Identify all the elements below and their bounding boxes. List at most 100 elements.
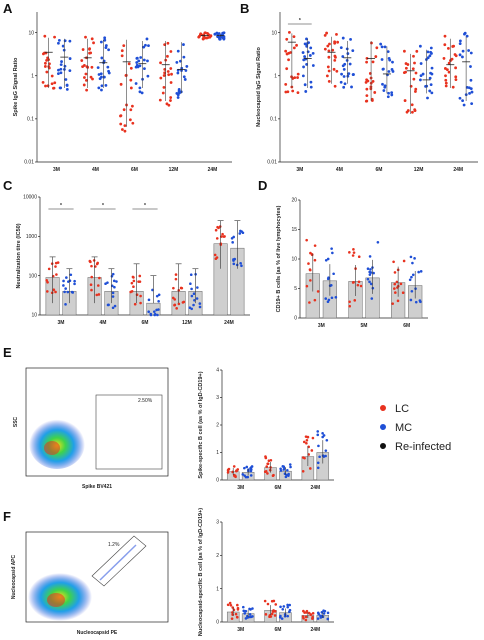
data-point: [332, 67, 336, 71]
data-point: [157, 299, 160, 303]
data-point: [111, 291, 115, 295]
data-point: [451, 45, 455, 48]
data-point: [419, 62, 423, 65]
data-point: [133, 302, 137, 306]
data-point: [368, 280, 371, 284]
data-point: [175, 307, 178, 310]
data-point: [264, 613, 268, 616]
y-tick-label: 1: [216, 450, 219, 456]
data-point: [375, 46, 379, 50]
data-point: [348, 304, 351, 308]
data-point: [411, 273, 415, 277]
y-tick-label: 0.01: [267, 160, 277, 166]
data-point: [414, 287, 417, 290]
significance-star: *: [102, 203, 104, 209]
data-point: [302, 58, 306, 62]
panel-letter-c: C: [3, 178, 13, 193]
data-point: [287, 30, 291, 34]
x-tick-label: 12M: [182, 320, 192, 326]
y-tick-label: 10: [28, 30, 34, 36]
data-point: [330, 247, 333, 250]
data-point: [143, 67, 146, 71]
data-point: [308, 301, 311, 304]
data-point: [264, 469, 268, 473]
y-axis-label: Nucleocapsid IgG Signal Ratio: [256, 46, 262, 126]
data-point: [341, 36, 345, 40]
data-point: [340, 72, 343, 76]
data-point: [371, 79, 375, 83]
data-point: [88, 259, 92, 263]
data-point: [292, 35, 296, 39]
data-point: [409, 298, 413, 302]
data-point: [381, 67, 385, 71]
data-point: [326, 611, 330, 615]
data-point: [376, 240, 380, 244]
data-point: [369, 268, 372, 271]
data-point: [444, 84, 448, 88]
data-point: [112, 279, 116, 283]
data-point: [174, 277, 178, 281]
data-point: [127, 62, 131, 66]
data-point: [266, 602, 270, 606]
data-point: [69, 273, 73, 277]
data-point: [364, 80, 368, 84]
data-point: [419, 78, 422, 82]
data-point: [63, 290, 66, 294]
data-point: [220, 35, 224, 39]
data-point: [309, 467, 312, 470]
data-point: [106, 65, 110, 69]
data-point: [215, 237, 219, 240]
data-point: [403, 49, 406, 53]
data-point: [64, 287, 67, 290]
data-point: [339, 46, 343, 49]
data-point: [243, 612, 246, 615]
data-point: [331, 251, 334, 255]
data-point: [309, 46, 313, 50]
y-tick-label: 15: [291, 227, 297, 233]
data-point: [208, 35, 212, 39]
data-point: [222, 36, 226, 40]
data-point: [139, 56, 143, 59]
data-point: [103, 36, 107, 40]
data-point: [111, 272, 115, 276]
legend-lc-label: LC: [395, 403, 409, 415]
data-point: [206, 31, 209, 35]
data-point: [468, 91, 471, 95]
y-tick-label: 3: [216, 520, 219, 526]
flow-f-frame: [25, 531, 169, 623]
data-point: [286, 614, 290, 618]
data-point: [140, 91, 144, 95]
data-point: [351, 254, 355, 257]
data-point: [282, 468, 286, 471]
data-point: [142, 58, 146, 62]
data-point: [410, 289, 414, 293]
data-point: [426, 50, 430, 54]
data-point: [341, 55, 345, 58]
flow-f-gate-pct: 1.2%: [108, 542, 120, 548]
data-point: [469, 65, 472, 68]
data-point: [236, 608, 240, 611]
data-point: [450, 57, 454, 61]
data-point: [446, 46, 450, 50]
data-point: [129, 66, 133, 70]
data-point: [239, 261, 242, 265]
data-point: [248, 613, 252, 616]
data-point: [406, 109, 410, 112]
data-point: [308, 54, 312, 57]
data-point: [135, 56, 139, 60]
data-point: [342, 75, 346, 78]
data-point: [283, 472, 287, 476]
data-point: [131, 121, 135, 125]
data-point: [119, 114, 122, 118]
chart-c: 10 100 1000 10000 Neutralization titre (IC50…: [16, 195, 250, 326]
y-tick-label: 10000: [23, 195, 37, 201]
data-point: [138, 274, 142, 278]
data-point: [311, 64, 315, 67]
data-point: [190, 294, 194, 298]
data-point: [97, 86, 101, 90]
data-point: [316, 617, 320, 620]
data-point: [391, 302, 395, 305]
y-tick-label: 3: [216, 395, 219, 401]
x-tick-label: 24M: [310, 627, 320, 633]
legend-mc-marker: [380, 424, 386, 430]
